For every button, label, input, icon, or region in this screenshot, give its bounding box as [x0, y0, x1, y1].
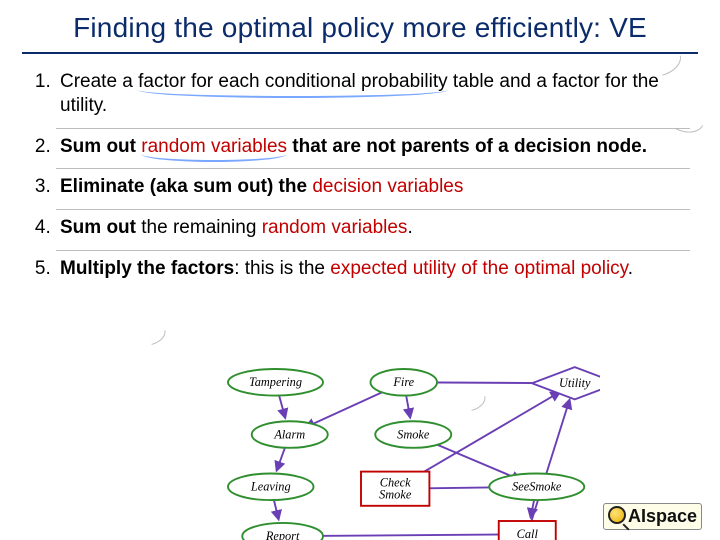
step-1-underlined: factor for each conditional probability	[138, 71, 447, 92]
step-4-mid: the remaining	[136, 217, 262, 238]
step-1-emph: factor for each conditional probability	[138, 70, 447, 94]
step-2-rest: that are not parents of a decision node.	[287, 136, 647, 157]
svg-text:Utility: Utility	[559, 376, 591, 390]
annotation-underline-icon	[141, 154, 287, 162]
svg-text:Report: Report	[265, 529, 300, 540]
magnifier-icon	[608, 506, 626, 524]
step-4-end: .	[407, 217, 412, 238]
svg-text:Smoke: Smoke	[379, 488, 412, 502]
title-underline	[22, 52, 698, 54]
step-5-mid: : this is the	[234, 258, 330, 279]
step-5: Multiply the factors: this is the expect…	[56, 251, 690, 291]
logo-text: space	[646, 506, 697, 526]
step-2-lead: Sum out	[60, 136, 141, 157]
logo-ai: AI	[628, 506, 646, 526]
annotation-underline-icon	[138, 90, 447, 98]
svg-text:Alarm: Alarm	[273, 427, 305, 441]
page-title: Finding the optimal policy more efficien…	[0, 0, 720, 52]
step-3-term: decision variables	[312, 176, 463, 197]
pen-scribble-icon	[149, 330, 168, 345]
step-2: Sum out random variables that are not pa…	[56, 129, 690, 170]
step-1-text-a: Create a	[60, 71, 138, 92]
step-3-lead: Eliminate	[60, 176, 144, 197]
step-4-term: random variables	[262, 217, 408, 238]
step-5-term: expected utility of the optimal policy	[330, 258, 627, 279]
svg-text:Call: Call	[517, 527, 539, 540]
step-5-end: .	[628, 258, 633, 279]
step-2-emph: random variables	[141, 135, 287, 159]
step-4: Sum out the remaining random variables.	[56, 210, 690, 251]
influence-diagram: TamperingFireUtilityAlarmSmokeLeavingChe…	[160, 350, 600, 540]
aispace-logo: AIspace	[603, 503, 702, 530]
step-5-lead: Multiply the factors	[60, 258, 234, 279]
step-3-mid: (aka sum out) the	[144, 176, 312, 197]
steps-list: Create a factor for each conditional pro…	[30, 64, 690, 291]
svg-text:Fire: Fire	[392, 375, 414, 389]
step-4-lead: Sum out	[60, 217, 136, 238]
svg-text:SeeSmoke: SeeSmoke	[512, 480, 562, 494]
step-3: Eliminate (aka sum out) the decision var…	[56, 169, 690, 210]
svg-text:Leaving: Leaving	[250, 480, 291, 494]
svg-text:Tampering: Tampering	[249, 375, 302, 389]
step-1: Create a factor for each conditional pro…	[56, 64, 690, 129]
svg-text:Smoke: Smoke	[397, 427, 430, 441]
